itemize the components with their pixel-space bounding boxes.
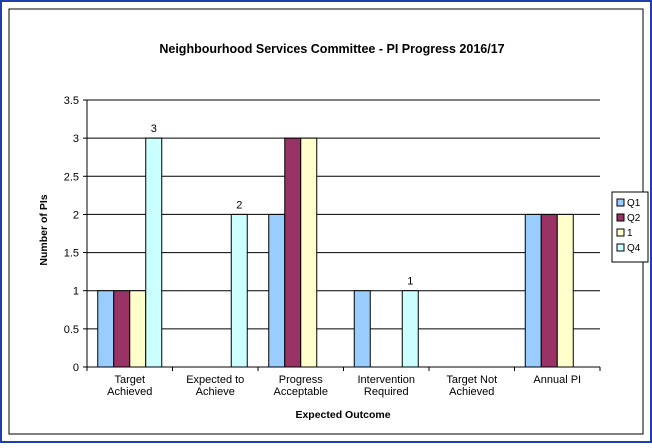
x-tick-label-line: Required xyxy=(364,386,409,398)
legend-swatch xyxy=(616,198,625,207)
y-tick-label: 3.5 xyxy=(64,95,79,107)
x-tick-label: Annual PI xyxy=(533,374,581,386)
y-tick-label: 2.5 xyxy=(64,171,79,183)
bar xyxy=(145,137,163,368)
bar xyxy=(284,137,302,368)
bar xyxy=(129,290,147,368)
x-tick-label: Target Not Achieved xyxy=(446,374,497,398)
x-tick-label-line: Acceptable xyxy=(274,386,328,398)
x-tick-label-line: Achieve xyxy=(196,386,235,398)
bar xyxy=(540,213,558,368)
y-tick-label: 0 xyxy=(73,362,79,374)
bar xyxy=(97,290,115,368)
x-tick-label-line: Annual PI xyxy=(533,374,581,386)
y-axis-label: Number of PIs xyxy=(38,194,50,265)
legend: Q1 Q2 1 Q4 xyxy=(611,191,649,263)
x-tick-label-line: Target xyxy=(114,374,145,386)
bar xyxy=(524,213,542,368)
data-label: 3 xyxy=(151,123,157,135)
bar xyxy=(300,137,318,368)
y-tick-label: 3 xyxy=(73,133,79,145)
bar xyxy=(113,290,131,368)
data-label: 2 xyxy=(236,199,242,211)
x-tick-label-line: Intervention xyxy=(358,374,415,386)
legend-label: 1 xyxy=(627,228,633,239)
bar xyxy=(401,290,419,368)
x-tick-label-line: Expected to xyxy=(186,374,244,386)
legend-label: Q1 xyxy=(627,198,641,209)
x-tick-label-line: Achieved xyxy=(449,386,494,398)
x-tick-label-line: Achieved xyxy=(107,386,152,398)
legend-label: Q2 xyxy=(627,213,641,224)
y-tick-label: 1.5 xyxy=(64,248,79,260)
legend-swatch xyxy=(616,228,625,237)
bar xyxy=(556,213,574,368)
x-tick-label: Expected to Achieve xyxy=(186,374,244,398)
x-tick-label-line: Progress xyxy=(279,374,324,386)
bar xyxy=(230,213,248,368)
legend-label: Q4 xyxy=(627,243,641,254)
data-label: 1 xyxy=(407,276,413,288)
x-tick-label: Progress Acceptable xyxy=(274,374,328,398)
y-tick-label: 0.5 xyxy=(64,324,79,336)
y-tick-label: 2 xyxy=(73,209,79,221)
bar xyxy=(268,213,286,368)
x-axis-label: Expected Outcome xyxy=(295,409,390,421)
y-tick-label: 1 xyxy=(73,286,79,298)
x-tick-label: Target Achieved xyxy=(107,374,152,398)
bar xyxy=(353,290,371,368)
chart-title: Neighbourhood Services Committee - PI Pr… xyxy=(159,42,504,56)
legend-swatch xyxy=(616,243,625,252)
x-tick-label: Intervention Required xyxy=(358,374,415,398)
x-tick-label-line: Target Not xyxy=(446,374,497,386)
legend-swatch xyxy=(616,213,625,222)
